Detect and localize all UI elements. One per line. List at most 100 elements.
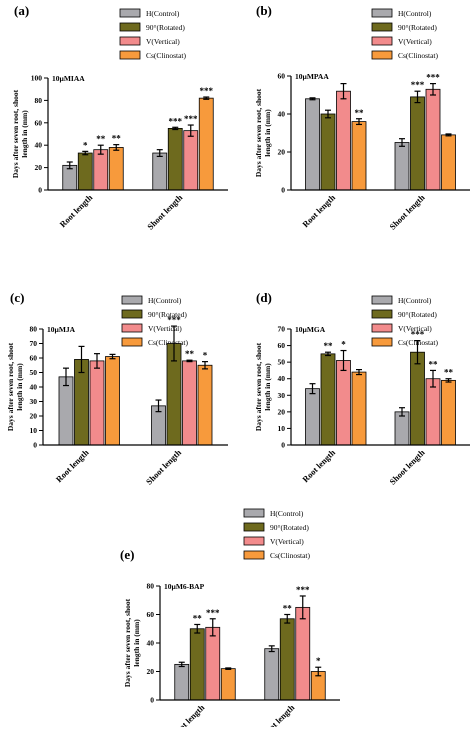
bar bbox=[182, 360, 197, 446]
significance-marker: * bbox=[341, 340, 346, 350]
plot-annotation: 10µMGA bbox=[295, 325, 326, 334]
legend-swatch bbox=[119, 36, 141, 46]
y-tick-label: 20 bbox=[30, 412, 38, 421]
significance-marker: *** bbox=[426, 73, 440, 83]
y-axis-label: Days after seven root, shoot bbox=[254, 342, 263, 431]
legend-swatch bbox=[243, 550, 265, 560]
legend-label: V(Vertical) bbox=[398, 37, 432, 46]
x-tick-label: Shoot length bbox=[257, 702, 296, 727]
significance-marker: *** bbox=[411, 80, 425, 90]
y-axis-label: length in (mm) bbox=[20, 110, 29, 158]
bar bbox=[105, 356, 120, 446]
y-tick-label: 60 bbox=[278, 72, 286, 81]
y-tick-label: 0 bbox=[38, 186, 42, 195]
bar bbox=[93, 149, 109, 191]
legend-swatch bbox=[119, 22, 141, 32]
plot-annotation: 10µMPAA bbox=[295, 72, 329, 81]
legend-label: H(Control) bbox=[398, 296, 432, 305]
y-tick-label: 60 bbox=[147, 610, 155, 619]
significance-marker: *** bbox=[167, 315, 181, 325]
x-tick-label: Root length bbox=[57, 192, 94, 229]
bar bbox=[425, 378, 441, 446]
significance-marker: *** bbox=[411, 330, 425, 340]
legend-swatch bbox=[121, 323, 143, 333]
legend-label: V(Vertical) bbox=[146, 37, 180, 46]
legend-label: Cs(Clinostat) bbox=[148, 338, 189, 347]
bar bbox=[425, 88, 441, 191]
y-tick-label: 60 bbox=[30, 354, 38, 363]
y-tick-label: 70 bbox=[278, 325, 286, 334]
y-axis-label: Days after seven root, shoot bbox=[123, 598, 132, 687]
x-tick-label: Shoot length bbox=[387, 192, 426, 231]
bar bbox=[189, 628, 205, 701]
bar bbox=[305, 388, 320, 446]
significance-marker: ** bbox=[96, 134, 106, 144]
legend-label: H(Control) bbox=[148, 296, 182, 305]
y-tick-label: 100 bbox=[31, 74, 43, 83]
legend-label: Cs(Clinostat) bbox=[398, 51, 439, 60]
significance-marker: * bbox=[316, 656, 321, 666]
y-tick-label: 0 bbox=[33, 441, 37, 450]
legend-swatch bbox=[371, 337, 393, 347]
legend-swatch bbox=[371, 323, 393, 333]
bar bbox=[351, 371, 367, 446]
bar bbox=[58, 376, 74, 446]
bar bbox=[410, 96, 425, 191]
chart-panel-2: (c) H(Control) 90°(Rotated) V(Vertical) Cs(C… bbox=[6, 290, 228, 487]
bar bbox=[320, 113, 336, 191]
y-axis-label: Days after seven root, shoot bbox=[254, 88, 263, 177]
bar bbox=[441, 134, 456, 191]
legend-label: 90°(Rotated) bbox=[398, 310, 437, 319]
bar bbox=[279, 618, 295, 701]
chart-panel-3: (d) H(Control) 90°(Rotated) V(Vertical) Cs(C… bbox=[254, 290, 470, 487]
x-tick-label: Shoot length bbox=[387, 447, 426, 486]
significance-marker: ** bbox=[185, 349, 195, 359]
legend-label: H(Control) bbox=[146, 9, 180, 18]
plot-annotation: 10µM6-BAP bbox=[164, 582, 205, 591]
legend-label: H(Control) bbox=[398, 9, 432, 18]
y-tick-label: 20 bbox=[278, 148, 286, 157]
y-axis-label: length in (mm) bbox=[15, 363, 24, 411]
panel-letter: (a) bbox=[14, 3, 29, 18]
legend-swatch bbox=[371, 8, 393, 18]
y-axis-label: length in (mm) bbox=[263, 109, 272, 157]
bar bbox=[336, 360, 351, 446]
legend-swatch bbox=[371, 36, 393, 46]
bar bbox=[394, 142, 410, 191]
y-tick-label: 40 bbox=[147, 639, 155, 648]
panel-letter: (e) bbox=[120, 547, 134, 562]
y-tick-label: 20 bbox=[278, 407, 286, 416]
y-tick-label: 20 bbox=[147, 667, 155, 676]
bar bbox=[441, 379, 456, 446]
bar bbox=[336, 90, 351, 191]
y-tick-label: 80 bbox=[147, 582, 155, 591]
chart-panel-1: (b) H(Control) 90°(Rotated) V(Vertical) Cs(C… bbox=[254, 3, 470, 232]
y-tick-label: 80 bbox=[30, 325, 38, 334]
legend-swatch bbox=[371, 50, 393, 60]
y-tick-label: 30 bbox=[30, 397, 38, 406]
plot-annotation: 10µMIAA bbox=[52, 74, 85, 83]
bar bbox=[174, 663, 190, 701]
y-tick-label: 40 bbox=[278, 374, 286, 383]
legend-label: Cs(Clinostat) bbox=[270, 551, 311, 560]
legend-label: 90°(Rotated) bbox=[270, 523, 309, 532]
bar bbox=[264, 648, 280, 701]
bar bbox=[394, 411, 410, 446]
y-tick-label: 50 bbox=[278, 358, 286, 367]
bar bbox=[205, 626, 221, 701]
bar bbox=[305, 98, 320, 191]
significance-marker: *** bbox=[200, 86, 214, 96]
significance-marker: * bbox=[203, 351, 208, 361]
legend-swatch bbox=[243, 536, 265, 546]
y-tick-label: 40 bbox=[30, 383, 38, 392]
legend-swatch bbox=[119, 50, 141, 60]
x-tick-label: Shoot length bbox=[145, 192, 184, 231]
x-tick-label: Root length bbox=[300, 192, 337, 229]
y-tick-label: 0 bbox=[281, 186, 285, 195]
y-axis-label: Days after seven root, shoot bbox=[6, 342, 15, 431]
significance-marker: ** bbox=[444, 368, 454, 378]
y-tick-label: 60 bbox=[35, 118, 43, 127]
bar bbox=[198, 97, 214, 191]
